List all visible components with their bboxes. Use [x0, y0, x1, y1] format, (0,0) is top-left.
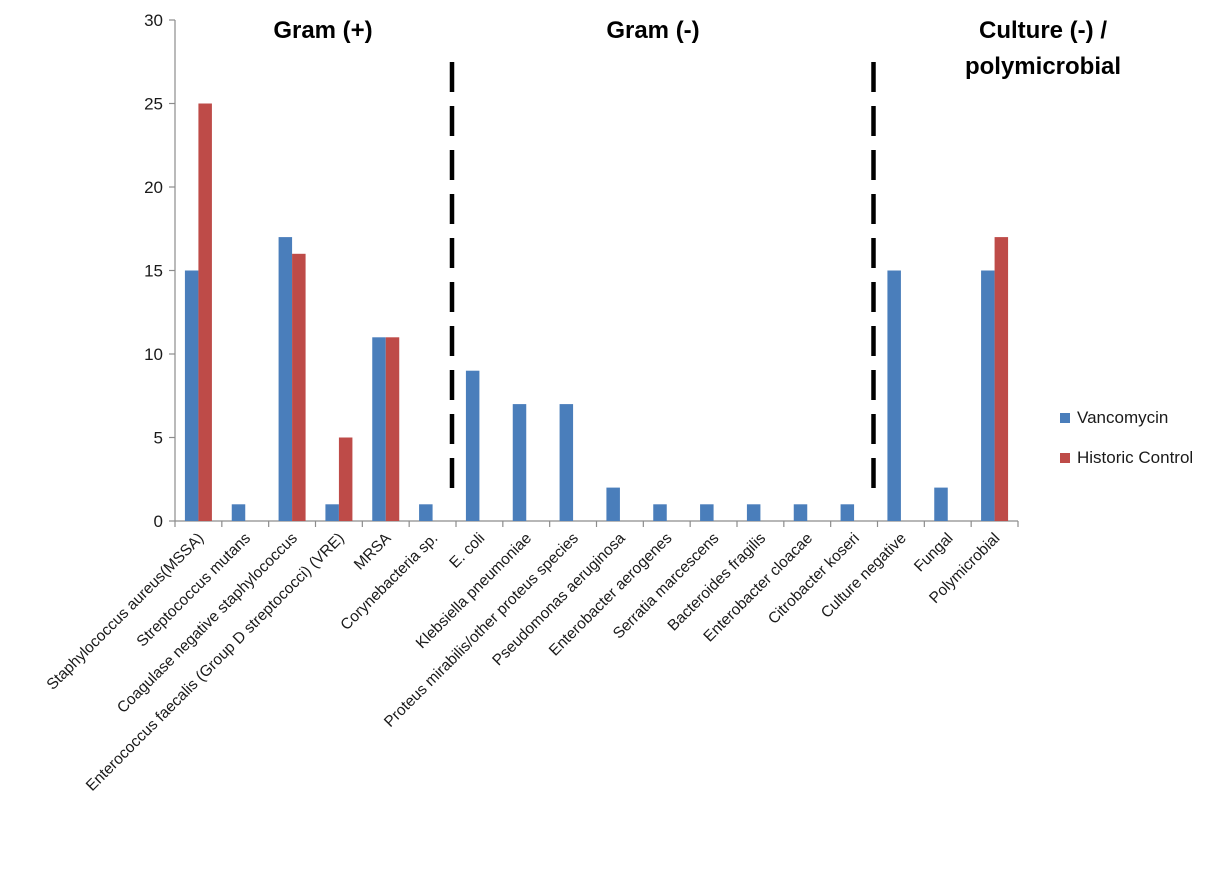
x-category-label: MRSA — [351, 529, 395, 573]
y-tick-label: 15 — [144, 262, 163, 281]
bar-vancomycin — [185, 271, 199, 522]
bar-vancomycin — [560, 404, 574, 521]
bar-historic-control — [995, 237, 1009, 521]
legend: Vancomycin Historic Control — [1060, 408, 1193, 467]
y-tick-label: 25 — [144, 95, 163, 114]
bar-vancomycin — [466, 371, 480, 521]
bar-vancomycin — [419, 504, 433, 521]
legend-label: Historic Control — [1077, 448, 1193, 467]
bar-vancomycin — [700, 504, 714, 521]
y-tick-label: 30 — [144, 11, 163, 30]
x-category-label: Fungal — [911, 530, 957, 576]
bar-vancomycin — [372, 337, 386, 521]
x-category-label: Culture negative — [818, 530, 910, 622]
legend-swatch — [1060, 413, 1070, 423]
y-tick-label: 20 — [144, 178, 163, 197]
bar-historic-control — [339, 438, 353, 522]
bar-historic-control — [292, 254, 306, 521]
bar-vancomycin — [747, 504, 761, 521]
bar-vancomycin — [606, 488, 620, 521]
bar-vancomycin — [279, 237, 293, 521]
x-category-label: E. coli — [446, 530, 488, 572]
bar-vancomycin — [653, 504, 667, 521]
bar-vancomycin — [934, 488, 948, 521]
y-axis: 0 5 10 15 20 25 30 — [144, 11, 175, 531]
bar-vancomycin — [981, 271, 995, 522]
x-axis: Staphylococcus aureus(MSSA)Streptococcus… — [44, 521, 1018, 795]
bar-vancomycin — [794, 504, 808, 521]
group-title: Gram (-) — [606, 17, 699, 44]
group-title: Culture (-) / — [979, 17, 1107, 44]
y-tick-label: 10 — [144, 345, 163, 364]
group-title: polymicrobial — [965, 53, 1121, 80]
legend-swatch — [1060, 453, 1070, 463]
legend-label: Vancomycin — [1077, 408, 1168, 427]
y-tick-label: 5 — [154, 429, 163, 448]
bar-historic-control — [198, 104, 212, 522]
bar-vancomycin — [887, 271, 901, 522]
y-tick-label: 0 — [154, 512, 163, 531]
bar-vancomycin — [513, 404, 527, 521]
bars — [185, 104, 1008, 522]
bar-vancomycin — [325, 504, 339, 521]
bar-vancomycin — [232, 504, 246, 521]
bar-historic-control — [386, 337, 400, 521]
group-title: Gram (+) — [273, 17, 372, 44]
bar-vancomycin — [841, 504, 855, 521]
x-category-label: Coagulase negative staphylococcus — [114, 530, 301, 717]
group-titles: Gram (+) Gram (-) Culture (-) / polymicrobi… — [273, 17, 1121, 80]
